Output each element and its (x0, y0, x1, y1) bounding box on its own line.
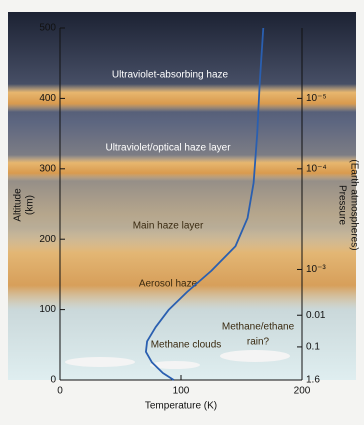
y2-tick-label: 0.1 (306, 342, 320, 353)
y-tick-label: 400 (39, 93, 56, 104)
y2-tick-label: 1.6 (306, 375, 320, 386)
y-tick-label: 0 (50, 375, 56, 386)
x-tick-label: 200 (294, 386, 311, 397)
annotation: Ultraviolet/optical haze layer (105, 143, 231, 154)
y2-axis-label: Pressure (336, 185, 347, 225)
cloud (220, 350, 290, 362)
y2-tick-label: 10⁻⁵ (306, 93, 327, 104)
x-tick-label: 100 (173, 386, 190, 397)
annotation: Methane clouds (151, 340, 222, 351)
y-tick-label: 100 (39, 304, 56, 315)
y-tick-label: 200 (39, 234, 56, 245)
x-tick-label: 0 (57, 386, 63, 397)
annotation: Main haze layer (133, 221, 204, 232)
y2-tick-label: 10⁻⁴ (306, 163, 327, 174)
y-axis-label: (km) (25, 195, 36, 215)
y2-axis-label: (Earth atmospheres) (348, 159, 359, 250)
annotation: Aerosol haze (139, 279, 198, 290)
cloud (65, 357, 135, 367)
y2-tick-label: 0.01 (306, 310, 326, 321)
x-axis-label: Temperature (K) (145, 401, 217, 412)
y2-tick-label: 10⁻³ (306, 264, 326, 275)
y-tick-label: 300 (39, 163, 56, 174)
annotation: Ultraviolet-absorbing haze (112, 70, 229, 81)
annotation: Methane/ethane (222, 322, 295, 333)
annotation: rain? (247, 337, 270, 348)
chart: Ultraviolet-absorbing haze Ultraviolet/o… (0, 0, 364, 420)
y-axis-label: Altitude (13, 188, 24, 222)
y-tick-label: 500 (39, 23, 56, 34)
